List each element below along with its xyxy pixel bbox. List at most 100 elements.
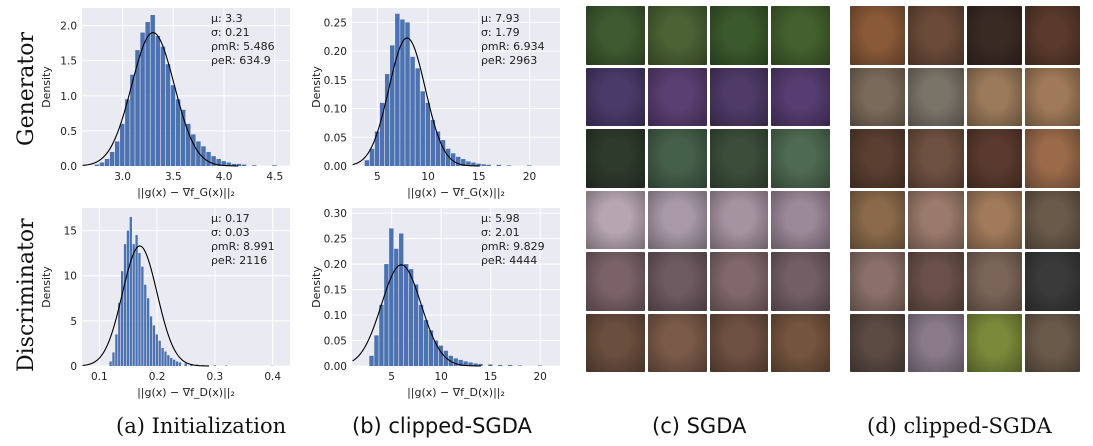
histogram-bar [438,345,444,366]
y-tick-label: 1.5 [60,56,77,68]
clipped-sgda-sample-image [850,6,906,65]
histogram-bar [120,123,125,166]
y-tick-label: 0.00 [324,161,347,173]
histogram-bar [508,364,513,366]
histogram-bar [374,335,379,366]
histogram-bar [125,99,130,166]
histogram-bar [178,362,182,366]
histogram-bar [231,163,237,166]
histogram-bar [213,365,216,366]
histogram-bar [488,364,493,366]
normal-fit-curve [82,245,210,367]
y-tick-label: 0.05 [324,132,347,144]
clipped-sgda-sample-image [908,252,964,311]
histogram-bar [418,304,424,366]
sgda-sample-image [586,67,645,126]
y-axis-label: Density [310,66,323,108]
y-tick-label: 0.15 [324,285,347,297]
y-tick-label: 2.0 [60,21,77,33]
histogram-bar [450,153,456,166]
histogram-bar [152,325,156,366]
histogram-bar [112,352,115,366]
sgda-sample-image [771,190,830,249]
histogram-bar [221,161,226,166]
x-tick-label: 20 [534,371,547,383]
clipped-sgda-sample-image [966,252,1022,311]
stats-annotation: μ: 3.3 [211,12,243,25]
sgda-sample-image [771,6,830,65]
histogram-bar [160,46,166,166]
histogram-bar [423,320,429,366]
caption-b: (b) clipped-SGDA [352,414,532,438]
histogram-bar [184,363,187,366]
x-tick-label: 3.5 [165,171,182,183]
y-tick-label: 0.15 [324,75,347,87]
y-tick-label: 0.00 [324,361,347,373]
clipped-sgda-sample-image [908,129,964,188]
x-tick-label: 15 [484,371,497,383]
clipped-sgda-sample-image [908,190,964,249]
histogram-bar [138,253,141,366]
x-tick-label: 0.4 [264,371,281,383]
clipped-sgda-sample-image [966,6,1022,65]
histogram-bar [405,22,410,167]
y-tick-label: 10 [64,271,77,283]
y-tick-label: 0 [70,361,77,373]
clipped-sgda-sample-image [1024,313,1080,372]
y-tick-label: 0.20 [324,46,347,58]
histogram-bar [478,363,483,366]
y-tick-label: 0.30 [324,208,347,220]
sgda-sample-image [709,313,769,372]
histogram-bar [140,32,145,167]
histogram-bar [389,228,394,366]
histogram-bar [196,141,201,166]
clipped-sgda-sample-image [850,129,906,188]
histogram-bar [404,264,409,366]
clipped-sgda-sample-image [1024,67,1080,126]
histogram-bar [415,68,420,166]
histogram-bar [445,148,451,166]
clipped-sgda-sample-image [850,313,906,372]
histogram-bar [121,271,124,366]
histogram-bar [537,365,543,366]
sgda-sample-image [647,67,707,126]
x-axis-label: ||g(x) − ∇f_D(x)||₂ [407,386,505,399]
histogram-bar [191,134,196,166]
histogram-bar [155,334,158,366]
plot-area [82,208,290,366]
histogram-bar [115,334,118,366]
histogram-init-discriminator: 0 5 10 15 0.1 0.2 0.3 0.4 Density ||g(x) − ∇f_D(x… [40,208,290,399]
histogram-bar [272,165,277,166]
histogram-bar [170,357,173,366]
x-tick-label: 15 [472,171,485,183]
sgda-sample-image [586,190,645,249]
y-tick-label: 1.0 [60,91,77,103]
histogram-bar [394,248,399,366]
histogram-bar [201,146,206,166]
histogram-bar [506,165,512,166]
sgda-sample-image [647,6,707,65]
histogram-bar [150,15,155,167]
y-tick-label: 0.05 [324,336,347,348]
clipped-sgda-sample-image [1024,129,1080,188]
normal-fit-curve [352,264,481,367]
histogram-bar [413,284,419,366]
stats-annotation: μ: 7.93 [481,12,520,25]
histogram-bar [135,235,138,366]
image-grid-clipped-sgda [850,6,1080,372]
histogram-bar [400,19,405,167]
stats-annotation: μ: 0.17 [211,212,250,225]
histogram-bar [130,74,135,166]
histogram-bar [435,131,441,166]
y-tick-label: 15 [64,226,77,238]
histogram-bar [161,347,164,366]
histogram-bar [430,120,436,166]
histogram-bar [180,109,186,166]
histogram-bar [114,141,120,166]
histogram-bar [364,160,370,166]
histogram-bar [384,264,389,366]
sgda-sample-image [771,252,830,311]
histogram-bar [481,164,486,166]
image-grid-sgda [586,6,830,372]
clipped-sgda-sample-image [1024,252,1080,311]
